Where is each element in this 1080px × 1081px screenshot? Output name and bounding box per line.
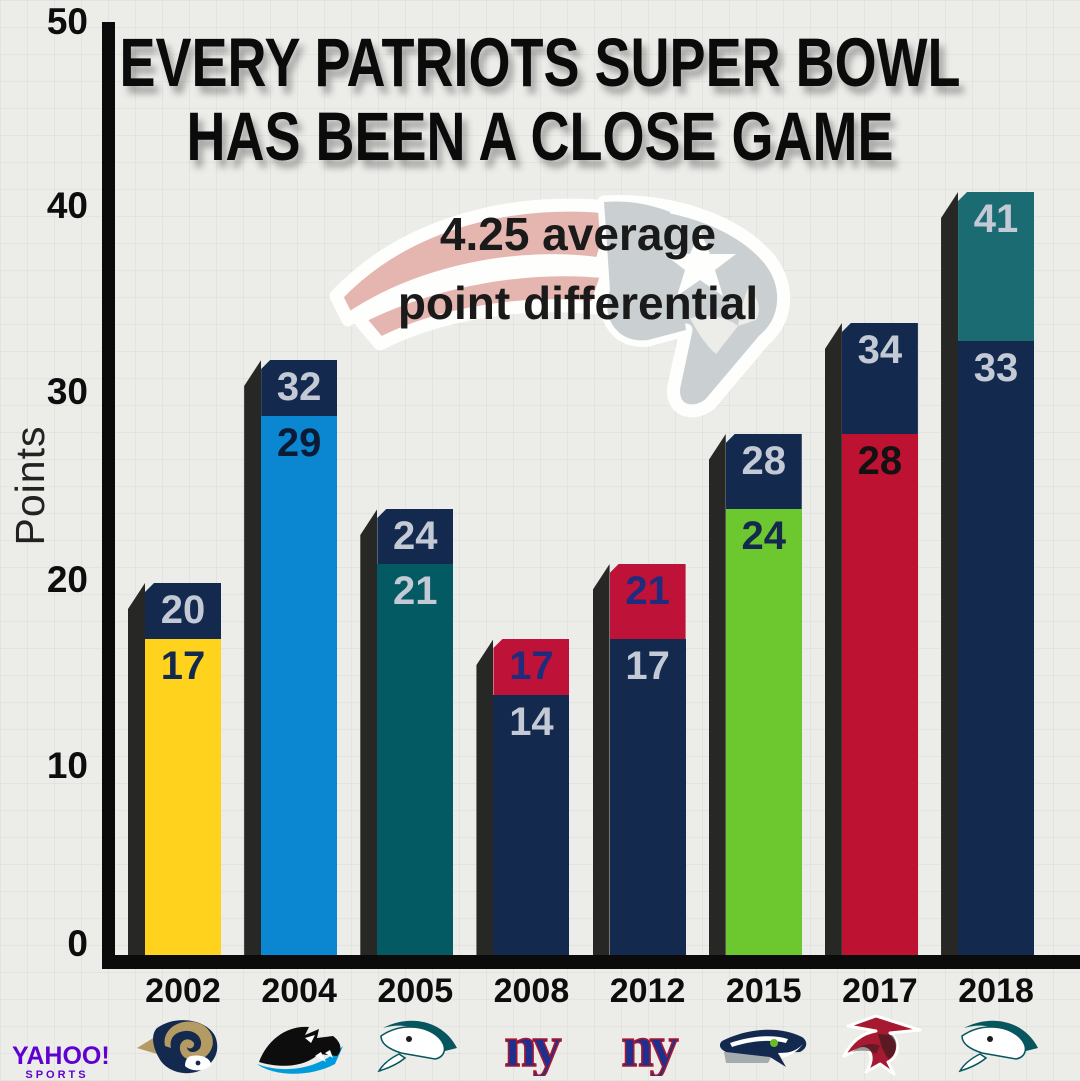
bar-3d-edge <box>708 434 726 955</box>
y-tick-40: 40 <box>46 185 88 226</box>
bar-3d-edge <box>941 192 959 955</box>
svg-text:ny: ny <box>505 1014 562 1076</box>
y-tick-30: 30 <box>46 371 88 412</box>
winning-score-value: 17 <box>509 644 554 688</box>
yahoo-sports-sub: SPORTS <box>25 1069 89 1081</box>
winning-score-value: 34 <box>857 328 903 372</box>
bar-2008: 17 14 <box>476 639 570 955</box>
eagles-logo <box>367 1012 463 1076</box>
bar-2005: 24 21 <box>360 509 454 955</box>
seahawks-logo <box>716 1012 812 1076</box>
rams-logo <box>135 1012 231 1076</box>
losing-score-value: 17 <box>160 644 206 688</box>
losing-score-segment: 28 <box>841 434 918 955</box>
chart-title-line1: EVERY PATRIOTS SUPER BOWL <box>119 24 961 102</box>
winning-score-value: 32 <box>276 365 322 409</box>
losing-score-value: 33 <box>973 346 1019 390</box>
yahoo-wordmark: YAHOO! <box>12 1042 110 1070</box>
losing-score-value: 17 <box>625 644 670 688</box>
y-axis-title: Points <box>7 425 53 546</box>
y-tick-0: 0 <box>67 923 88 964</box>
winning-score-segment: 21 <box>609 564 686 639</box>
losing-score-value: 14 <box>509 700 554 744</box>
y-tick-50: 50 <box>46 1 88 42</box>
x-tick-2008: 2008 <box>493 972 570 1010</box>
y-tick-20: 20 <box>46 559 88 600</box>
losing-score-value: 24 <box>741 514 787 558</box>
chart-subtitle: 4.25 average point differential <box>168 200 988 338</box>
bar-3d-edge <box>360 509 378 955</box>
winning-score-value: 41 <box>973 197 1019 241</box>
bar-3d-edge <box>476 639 494 955</box>
bar-3d-edge <box>244 360 262 955</box>
losing-score-segment: 14 <box>493 695 570 955</box>
y-tick-10: 10 <box>46 745 88 786</box>
falcons-logo <box>832 1012 928 1076</box>
winning-score-value: 21 <box>625 569 670 613</box>
x-tick-2018: 2018 <box>958 972 1034 1010</box>
winning-score-segment: 17 <box>493 639 570 695</box>
giants-logo: ny <box>600 1012 696 1076</box>
subtitle-line1: 4.25 average <box>439 208 717 260</box>
chart-title-line2: HAS BEEN A CLOSE GAME <box>186 98 894 176</box>
x-tick-2012: 2012 <box>609 972 686 1010</box>
losing-score-segment: 17 <box>145 639 221 955</box>
bar-3d-edge <box>824 323 842 955</box>
bar-2004: 32 29 <box>244 360 338 955</box>
winning-score-value: 28 <box>741 439 787 483</box>
svg-text:ny: ny <box>621 1014 678 1076</box>
losing-score-segment: 21 <box>377 564 454 955</box>
chart-title: EVERY PATRIOTS SUPER BOWL HAS BEEN A CLO… <box>0 25 1080 176</box>
panthers-logo <box>251 1012 347 1076</box>
losing-score-value: 29 <box>276 421 322 465</box>
x-tick-2017: 2017 <box>842 972 918 1010</box>
y-axis-line <box>102 22 115 969</box>
patriots-logo-watermark <box>329 195 790 418</box>
winning-score-segment: 34 <box>841 323 918 434</box>
winning-score-value: 24 <box>393 514 438 558</box>
yahoo-sports-logo: YAHOO! SPORTS <box>12 1042 110 1081</box>
bar-2018: 41 33 <box>941 192 1035 955</box>
losing-score-segment: 17 <box>609 639 686 955</box>
bar-2002: 20 17 <box>128 583 221 955</box>
winning-score-value: 20 <box>160 588 206 632</box>
x-tick-2015: 2015 <box>725 972 802 1010</box>
winning-score-segment: 20 <box>145 583 221 639</box>
bar-3d-edge <box>128 583 145 955</box>
losing-score-segment: 33 <box>958 341 1035 955</box>
x-tick-2002: 2002 <box>145 972 221 1010</box>
winning-score-segment: 28 <box>725 434 802 509</box>
x-tick-2005: 2005 <box>377 972 454 1010</box>
losing-score-value: 28 <box>857 439 903 483</box>
eagles-logo <box>948 1012 1044 1076</box>
winning-score-segment: 41 <box>958 192 1035 341</box>
giants-logo: ny <box>483 1012 579 1076</box>
winning-score-segment: 32 <box>261 360 338 416</box>
winning-score-segment: 24 <box>377 509 454 564</box>
bar-3d-edge <box>592 564 610 955</box>
subtitle-line2: point differential <box>397 277 759 329</box>
x-axis-line <box>102 955 1080 969</box>
losing-score-segment: 24 <box>725 509 802 955</box>
bar-2015: 28 24 <box>708 434 802 955</box>
bar-2012: 21 17 <box>592 564 686 955</box>
x-tick-2004: 2004 <box>261 972 337 1010</box>
bar-2017: 34 28 <box>824 323 918 955</box>
losing-score-value: 21 <box>393 569 438 613</box>
losing-score-segment: 29 <box>261 416 338 955</box>
